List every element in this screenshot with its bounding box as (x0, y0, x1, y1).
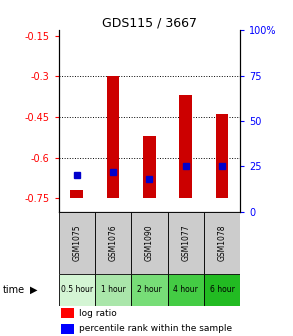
Bar (131, 212, 168, 274)
Bar (59, 212, 95, 274)
Bar (204, 274, 240, 306)
Text: GSM1076: GSM1076 (109, 224, 117, 261)
Bar (216, 114, 229, 198)
Text: log ratio: log ratio (79, 308, 116, 318)
Text: 0.5 hour: 0.5 hour (61, 285, 93, 294)
Bar (59, 274, 95, 306)
Text: ▶: ▶ (30, 285, 38, 295)
Title: GDS115 / 3667: GDS115 / 3667 (102, 16, 197, 29)
Bar (61, 308, 74, 318)
Text: percentile rank within the sample: percentile rank within the sample (79, 324, 232, 333)
Text: GSM1075: GSM1075 (72, 224, 81, 261)
Bar (168, 212, 204, 274)
Bar (131, 274, 168, 306)
Bar (95, 274, 131, 306)
Bar (95, 212, 131, 274)
Text: GSM1078: GSM1078 (218, 224, 226, 261)
Text: GSM1077: GSM1077 (181, 224, 190, 261)
Bar (179, 95, 192, 198)
Text: 6 hour: 6 hour (210, 285, 234, 294)
Bar (168, 274, 204, 306)
Text: GSM1090: GSM1090 (145, 224, 154, 261)
Bar (70, 190, 83, 198)
Text: 2 hour: 2 hour (137, 285, 162, 294)
Text: 1 hour: 1 hour (101, 285, 125, 294)
Text: 4 hour: 4 hour (173, 285, 198, 294)
Bar (143, 136, 156, 198)
Bar (204, 212, 240, 274)
Bar (107, 76, 120, 198)
Text: time: time (3, 285, 25, 295)
Bar (61, 324, 74, 334)
